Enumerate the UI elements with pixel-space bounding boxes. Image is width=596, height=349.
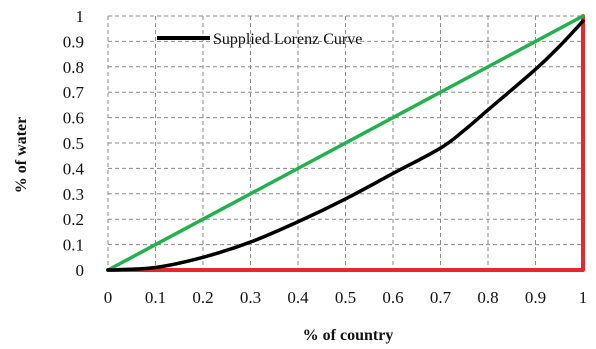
x-tick-label: 0.6: [382, 288, 403, 307]
series-layer: [106, 14, 585, 272]
x-tick-label: 0.1: [145, 288, 166, 307]
x-tick-label: 1: [579, 288, 588, 307]
y-axis-title: % of water: [13, 117, 30, 193]
inequality-line: [106, 14, 585, 272]
y-tick-label: 0.9: [63, 32, 84, 51]
tick-layer: 0 0.1 0.2 0.3 0.4 0.5 0.6 0.7 0.8 0.9 1 0 0.1 0.2 0.3 0…: [63, 7, 588, 307]
y-tick-label: 0.8: [63, 58, 84, 77]
x-tick-label: 0.9: [525, 288, 546, 307]
x-tick-label: 0.2: [192, 288, 213, 307]
x-tick-label: 0.4: [287, 288, 309, 307]
y-tick-label: 0.4: [63, 159, 85, 178]
lorenz-curve-line: [106, 19, 585, 272]
y-tick-label: 0.3: [63, 185, 84, 204]
x-tick-label: 0.8: [477, 288, 498, 307]
y-tick-label: 1: [76, 7, 85, 26]
x-axis-title: % of country: [303, 327, 394, 344]
x-tick-label: 0.7: [430, 288, 452, 307]
y-tick-label: 0.2: [63, 210, 84, 229]
y-tick-label: 0.5: [63, 134, 84, 153]
y-tick-label: 0.6: [63, 109, 84, 128]
x-tick-label: 0.3: [240, 288, 261, 307]
y-tick-label: 0: [76, 261, 85, 280]
equality-line: [106, 14, 585, 272]
y-tick-label: 0.7: [63, 83, 85, 102]
y-tick-label: 0.1: [63, 236, 84, 255]
legend-label: Supplied Lorenz Curve: [213, 31, 362, 48]
legend: Supplied Lorenz Curve: [157, 31, 362, 48]
x-tick-label: 0: [104, 288, 113, 307]
x-tick-label: 0.5: [335, 288, 356, 307]
